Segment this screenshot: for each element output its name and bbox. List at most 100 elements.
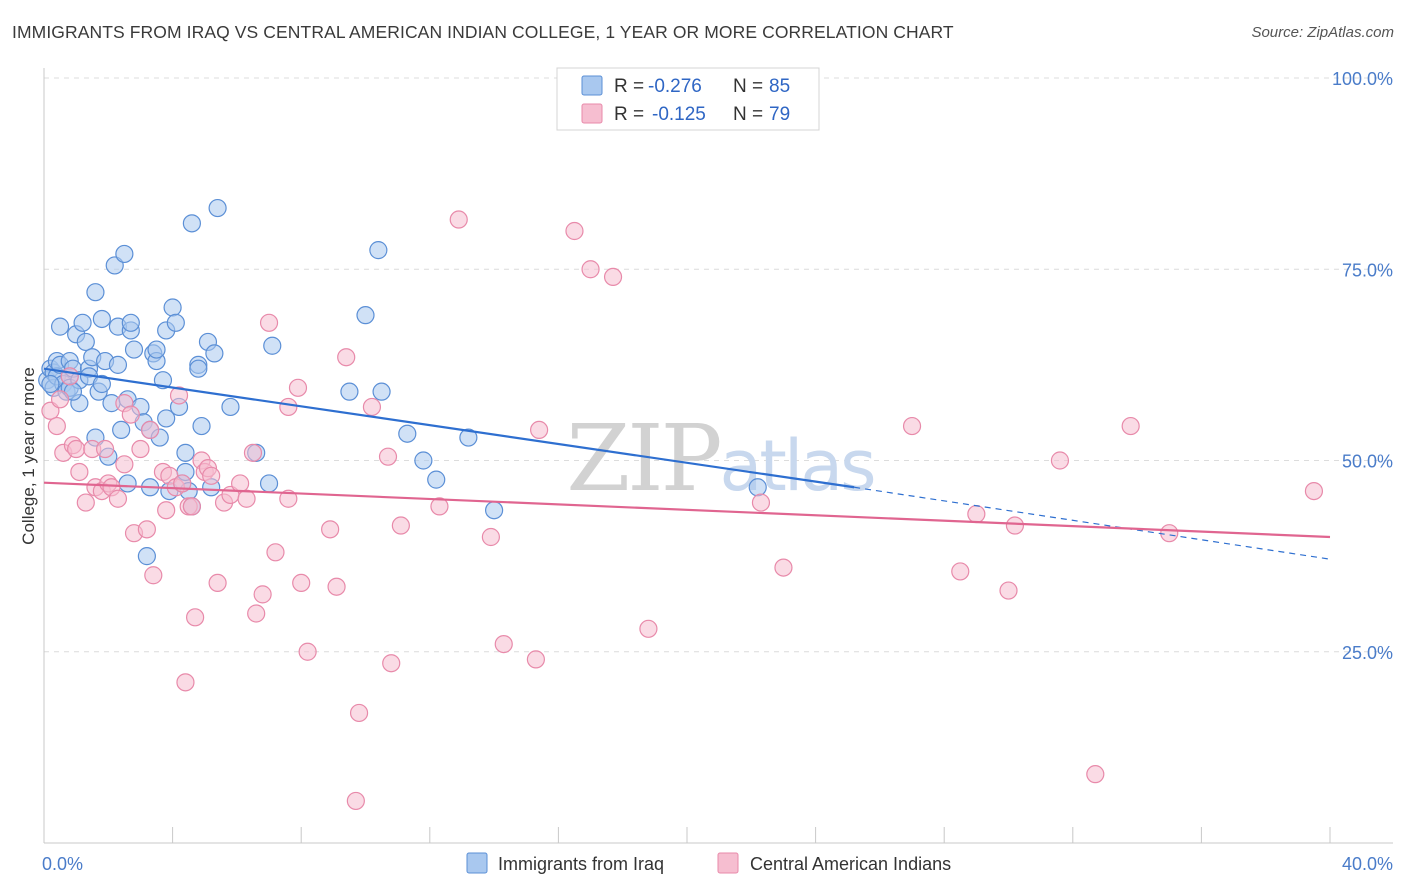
iraq-point-31 xyxy=(108,355,128,374)
iraq-trend-line-extension xyxy=(854,486,1331,560)
cai-point-8 xyxy=(76,493,95,512)
iraq-point-17 xyxy=(73,313,92,332)
bottom-legend-label-iraq: Immigrants from Iraq xyxy=(498,854,664,874)
axes xyxy=(43,68,1393,844)
cai-point-71 xyxy=(639,619,658,638)
cai-point-25 xyxy=(157,501,176,520)
iraq-point-33 xyxy=(112,420,131,439)
cai-point-46 xyxy=(259,313,279,332)
iraq-trend-line xyxy=(43,367,855,489)
y-tick-labels: 100.0% 75.0% 50.0% 25.0% xyxy=(1332,69,1393,663)
cai-point-74 xyxy=(902,416,922,436)
cai-point-51 xyxy=(292,573,311,593)
cai-point-79 xyxy=(1050,451,1070,470)
cai-point-15 xyxy=(108,489,128,508)
cai-point-38 xyxy=(208,573,227,593)
cai-point-62 xyxy=(430,497,449,516)
cai-point-32 xyxy=(182,497,201,516)
legend-n-value-1: 85 xyxy=(769,76,790,97)
cai-point-78 xyxy=(1005,516,1025,535)
x-tick-marks xyxy=(172,827,1331,843)
iraq-point-71 xyxy=(259,474,279,493)
cai-point-43 xyxy=(243,443,263,462)
iraq-point-74 xyxy=(356,306,375,325)
bottom-legend-swatch-iraq xyxy=(466,852,488,874)
iraq-point-81 xyxy=(485,501,504,520)
cai-point-58 xyxy=(362,397,382,417)
cai-point-70 xyxy=(603,267,623,286)
cai-point-60 xyxy=(382,654,401,673)
cai-point-20 xyxy=(131,439,150,459)
cai-point-81 xyxy=(1121,416,1140,436)
bottom-legend: Immigrants from Iraq Central American In… xyxy=(466,852,951,874)
legend-r-value-2: -0.125 xyxy=(652,104,706,125)
iraq-point-58 xyxy=(176,443,195,462)
watermark: ZIPatlas xyxy=(566,405,874,512)
legend-r-value-1: -0.276 xyxy=(648,76,702,97)
series-cai-points xyxy=(41,210,1324,811)
cai-point-53 xyxy=(321,520,340,539)
iraq-point-50 xyxy=(157,409,176,428)
cai-point-4 xyxy=(60,367,79,386)
cai-point-66 xyxy=(526,650,545,669)
cai-point-57 xyxy=(349,703,369,723)
cai-point-63 xyxy=(449,210,468,229)
legend-swatch-iraq xyxy=(581,75,603,96)
cai-point-2 xyxy=(50,390,70,409)
cai-point-41 xyxy=(231,474,250,493)
y-tick-label-3: 25.0% xyxy=(1342,643,1393,663)
cai-point-33 xyxy=(186,608,205,627)
iraq-point-54 xyxy=(166,313,185,332)
cai-point-47 xyxy=(266,543,285,562)
cai-point-72 xyxy=(774,558,793,577)
chart-title: IMMIGRANTS FROM IRAQ VS CENTRAL AMERICAN… xyxy=(12,22,954,42)
legend-r-label-1: R = xyxy=(614,76,649,97)
cai-point-61 xyxy=(391,516,410,535)
cai-point-22 xyxy=(140,420,160,439)
cai-point-65 xyxy=(494,634,513,654)
iraq-point-18 xyxy=(76,332,95,352)
cai-point-75 xyxy=(951,562,970,581)
legend-r-label-2: R = xyxy=(614,104,649,125)
iraq-point-64 xyxy=(192,416,211,436)
x-tick-label-max: 40.0% xyxy=(1342,854,1393,874)
iraq-point-79 xyxy=(427,470,446,489)
cai-point-23 xyxy=(144,566,163,585)
gridlines xyxy=(44,77,1393,653)
y-axis-title: College, 1 year or more xyxy=(19,367,38,545)
cai-point-45 xyxy=(253,585,272,604)
iraq-point-39 xyxy=(124,340,144,359)
iraq-point-6 xyxy=(50,317,70,336)
legend-n-label-1: N = xyxy=(733,76,768,97)
cai-point-69 xyxy=(581,260,600,279)
iraq-point-83 xyxy=(41,374,60,394)
iraq-point-68 xyxy=(208,198,227,218)
iraq-point-42 xyxy=(137,547,156,566)
cai-point-55 xyxy=(337,348,356,367)
iraq-point-82 xyxy=(748,478,767,497)
cai-point-17 xyxy=(115,455,134,474)
source-label: Source: ZipAtlas.com xyxy=(1251,24,1394,41)
y-tick-label-1: 75.0% xyxy=(1342,260,1393,280)
cai-point-21 xyxy=(137,520,156,539)
iraq-point-67 xyxy=(205,344,224,363)
cai-point-6 xyxy=(67,439,86,459)
legend-n-value-2: 79 xyxy=(769,104,790,125)
legend: R = -0.276 N = 85 R = -0.125 N = 79 xyxy=(556,67,820,131)
cai-point-44 xyxy=(247,604,266,623)
cai-point-1 xyxy=(47,416,66,436)
watermark-atlas: atlas xyxy=(720,425,875,507)
iraq-point-25 xyxy=(92,309,111,329)
iraq-point-34 xyxy=(115,244,134,264)
cai-point-50 xyxy=(288,378,308,397)
iraq-point-78 xyxy=(414,451,433,470)
legend-swatch-cai xyxy=(581,103,603,124)
cai-point-18 xyxy=(121,405,140,424)
cai-point-77 xyxy=(999,581,1018,600)
cai-point-56 xyxy=(346,791,365,811)
cai-point-73 xyxy=(751,493,771,512)
y-tick-label-2: 50.0% xyxy=(1342,452,1393,472)
iraq-point-76 xyxy=(372,382,391,401)
iraq-point-47 xyxy=(147,340,166,359)
cai-point-54 xyxy=(327,577,346,596)
